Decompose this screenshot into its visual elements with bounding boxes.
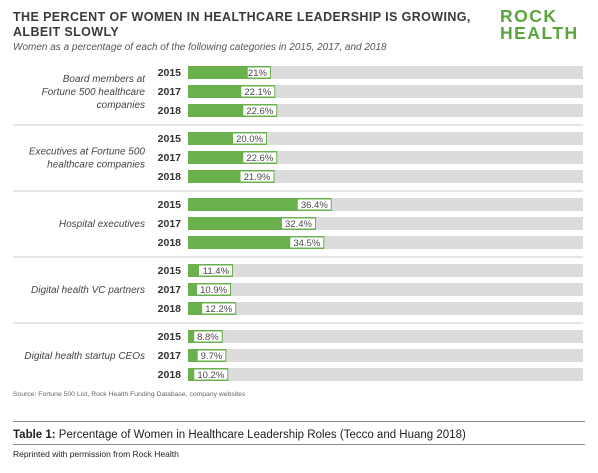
bar-track — [188, 132, 583, 145]
value-label: 12.2% — [205, 304, 232, 315]
year-label: 2017 — [158, 86, 182, 98]
year-label: 2018 — [158, 369, 182, 381]
value-label: 11.4% — [203, 266, 230, 277]
value-label: 8.8% — [197, 332, 219, 343]
year-label: 2017 — [158, 152, 182, 164]
year-label: 2015 — [158, 265, 182, 277]
value-label: 22.1% — [244, 87, 271, 98]
year-label: 2017 — [158, 284, 182, 296]
year-label: 2017 — [158, 350, 182, 362]
value-label-bg — [247, 67, 270, 78]
source-note: Source: Fortune 500 List, Rock Health Fu… — [13, 391, 246, 398]
bar-track — [188, 170, 583, 183]
year-label: 2018 — [158, 105, 182, 117]
logo-line-1: ROCK — [500, 6, 558, 26]
value-label-bg — [197, 284, 231, 295]
value-label: 22.6% — [246, 153, 273, 164]
value-label: 32.4% — [285, 219, 312, 230]
value-label-bg — [243, 105, 277, 116]
logo-line-2: HEALTH — [500, 23, 579, 43]
bar-track — [188, 283, 583, 296]
value-label: 21.9% — [244, 172, 271, 183]
bar-track — [188, 85, 583, 98]
value-label-bg — [202, 303, 236, 314]
bar-track — [188, 151, 583, 164]
year-label: 2018 — [158, 303, 182, 315]
category-label: Digital health VC partners — [31, 285, 145, 296]
value-label-bg — [199, 265, 233, 276]
value-label-bg — [297, 199, 331, 210]
caption-divider-top — [13, 421, 585, 422]
bar — [188, 236, 325, 249]
value-label-bg — [241, 86, 275, 97]
bar-track — [188, 330, 583, 343]
year-label: 2015 — [158, 199, 182, 211]
value-label-bg — [240, 171, 274, 182]
bar-track — [188, 104, 583, 117]
value-label: 22.6% — [246, 106, 273, 117]
value-label-bg — [197, 350, 226, 361]
value-label-bg — [281, 218, 315, 229]
year-label: 2015 — [158, 67, 182, 79]
value-label-bg — [243, 152, 277, 163]
category-label: Fortune 500 healthcare — [42, 87, 146, 98]
value-label: 20.0% — [236, 134, 263, 145]
bar — [188, 198, 332, 211]
table-caption: Table 1: Percentage of Women in Healthca… — [13, 429, 466, 441]
bar-chart: Board members at Fortune 500 healthcare co… — [13, 66, 583, 381]
category-label: healthcare companies — [47, 160, 145, 171]
value-label: 21% — [248, 68, 268, 79]
category-label: companies — [97, 100, 145, 111]
permission-note: Reprinted with permission from Rock Heal… — [13, 449, 179, 459]
value-label: 10.9% — [200, 285, 227, 296]
category-label: Hospital executives — [59, 219, 145, 230]
bar-track — [188, 302, 583, 315]
value-label-bg — [194, 369, 228, 380]
caption-divider-bottom — [13, 444, 585, 445]
year-label: 2018 — [158, 237, 182, 249]
value-label-bg — [194, 331, 222, 342]
year-label: 2018 — [158, 171, 182, 183]
year-label: 2015 — [158, 331, 182, 343]
value-label-bg — [233, 133, 266, 144]
caption-text: Percentage of Women in Healthcare Leader… — [55, 429, 466, 441]
caption-label: Table 1: — [13, 429, 56, 441]
bar-track — [188, 349, 583, 362]
bar-track — [188, 264, 583, 277]
value-label: 34.5% — [293, 238, 320, 249]
chart-title: THE PERCENT OF WOMEN IN HEALTHCARE LEADE… — [13, 10, 471, 39]
chart-subtitle: Women as a percentage of each of the fol… — [13, 42, 387, 53]
category-label: Digital health startup CEOs — [24, 351, 145, 362]
year-label: 2017 — [158, 218, 182, 230]
rock-health-logo: ROCK HEALTH — [500, 6, 586, 43]
value-label: 9.7% — [201, 351, 223, 362]
value-label: 10.2% — [197, 370, 224, 381]
bar-track — [188, 66, 583, 79]
category-label: Executives at Fortune 500 — [29, 147, 146, 158]
bar-track — [188, 368, 583, 381]
year-label: 2015 — [158, 133, 182, 145]
category-label: Board members at — [63, 74, 146, 85]
value-label: 36.4% — [301, 200, 328, 211]
value-label-bg — [290, 237, 324, 248]
